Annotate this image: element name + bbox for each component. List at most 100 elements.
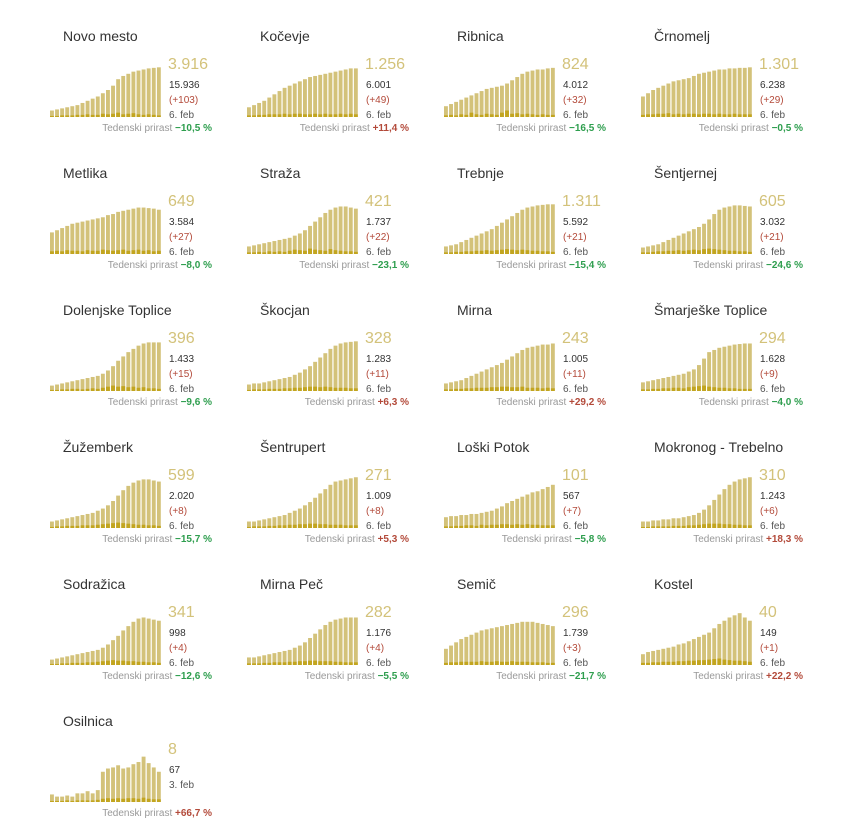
daily-bar	[272, 388, 277, 391]
daily-bar	[65, 800, 70, 802]
active-bar	[116, 495, 121, 528]
active-bar	[80, 379, 85, 391]
total-cases: 1.283	[366, 354, 392, 365]
active-bar	[686, 371, 691, 391]
daily-bar	[525, 524, 530, 528]
active-bar	[671, 375, 676, 391]
daily-bar	[540, 388, 545, 391]
daily-bar	[707, 113, 712, 117]
active-bar	[500, 626, 504, 665]
active-bar	[464, 378, 469, 391]
municipality-card: Črnomelj 1.301 6.238 (+29) 6. feb Tedenski pr…	[641, 22, 811, 147]
active-bar	[737, 344, 742, 391]
active-bar	[126, 352, 131, 391]
daily-bar	[550, 525, 555, 528]
daily-bar	[85, 800, 90, 802]
daily-bar	[747, 661, 752, 665]
active-bar	[484, 511, 489, 528]
daily-bar	[282, 525, 287, 528]
municipality-title: Straža	[260, 165, 301, 181]
daily-bar	[515, 113, 520, 117]
daily-bar	[55, 389, 59, 391]
daily-bar	[530, 662, 535, 665]
daily-bar	[333, 250, 338, 254]
active-bar	[712, 499, 717, 528]
daily-bar	[262, 114, 267, 117]
active-bar	[722, 207, 727, 254]
active-bar	[742, 478, 747, 528]
daily-bar	[75, 114, 80, 117]
last-date: 6. feb	[563, 521, 589, 532]
daily-bar	[540, 114, 545, 117]
active-bar	[136, 762, 141, 802]
active-bar	[727, 484, 732, 528]
weekly-growth: Tedenski prirast −4,0 %	[699, 397, 803, 408]
daily-bar	[116, 522, 121, 528]
weekly-growth-value: −10,5 %	[175, 123, 212, 134]
active-bar	[535, 491, 540, 528]
daily-bar	[505, 386, 509, 391]
daily-bar	[126, 798, 131, 802]
active-bar	[297, 372, 302, 391]
active-bar	[494, 508, 499, 528]
active-bar	[681, 233, 686, 254]
weekly-growth: Tedenski prirast −8,0 %	[108, 260, 212, 271]
daily-bar	[459, 525, 464, 528]
daily-bar	[515, 387, 520, 391]
weekly-growth: Tedenski prirast +29,2 %	[496, 397, 606, 408]
daily-bar	[55, 115, 59, 117]
daily-bar	[313, 386, 318, 391]
weekly-growth-value: −0,5 %	[771, 123, 803, 134]
active-bar	[489, 87, 494, 117]
last-date: 6. feb	[366, 247, 392, 258]
active-bar	[540, 623, 545, 665]
daily-bar	[530, 250, 535, 254]
daily-bar	[459, 114, 464, 117]
municipality-title: Ribnica	[457, 28, 504, 44]
daily-bar	[702, 660, 706, 665]
active-bar	[489, 628, 494, 665]
daily-bar	[308, 523, 312, 528]
daily-bar	[474, 525, 479, 528]
active-bar	[75, 222, 80, 254]
daily-bar	[65, 115, 70, 117]
last-date: 3. feb	[169, 780, 195, 791]
daily-bar	[111, 113, 115, 117]
daily-bar	[257, 663, 262, 665]
active-bar	[722, 69, 727, 117]
active-bar	[545, 486, 550, 528]
active-bar	[136, 70, 141, 117]
active-bar	[530, 492, 535, 528]
active-bar	[328, 348, 333, 391]
daily-bar	[85, 388, 90, 391]
daily-bar	[126, 113, 131, 117]
daily-bar	[70, 388, 75, 391]
daily-bar	[287, 114, 292, 117]
active-cases-value: 282	[365, 604, 392, 621]
active-bar	[641, 654, 645, 665]
active-bar	[90, 512, 95, 528]
active-bar	[257, 520, 262, 528]
total-cases: 2.020	[169, 491, 195, 502]
daily-bar	[333, 661, 338, 665]
active-bar	[666, 647, 671, 665]
active-cases-value: 421	[365, 193, 392, 210]
daily-bar	[727, 250, 732, 254]
daily-bar	[484, 387, 489, 391]
active-bar	[131, 208, 136, 254]
daily-bar	[505, 249, 509, 254]
active-bar	[353, 68, 358, 117]
daily-bar	[540, 251, 545, 254]
active-bar	[106, 90, 110, 117]
weekly-growth: Tedenski prirast −15,7 %	[102, 534, 212, 545]
active-bar	[292, 510, 297, 528]
municipality-title: Trebnje	[457, 165, 504, 181]
active-bar	[474, 93, 479, 117]
daily-bar	[737, 251, 742, 254]
active-bar	[151, 480, 156, 528]
active-bar	[530, 346, 535, 391]
daily-bar	[712, 523, 717, 528]
daily-bar	[444, 252, 448, 254]
active-bar	[323, 73, 328, 117]
active-bar	[292, 647, 297, 665]
